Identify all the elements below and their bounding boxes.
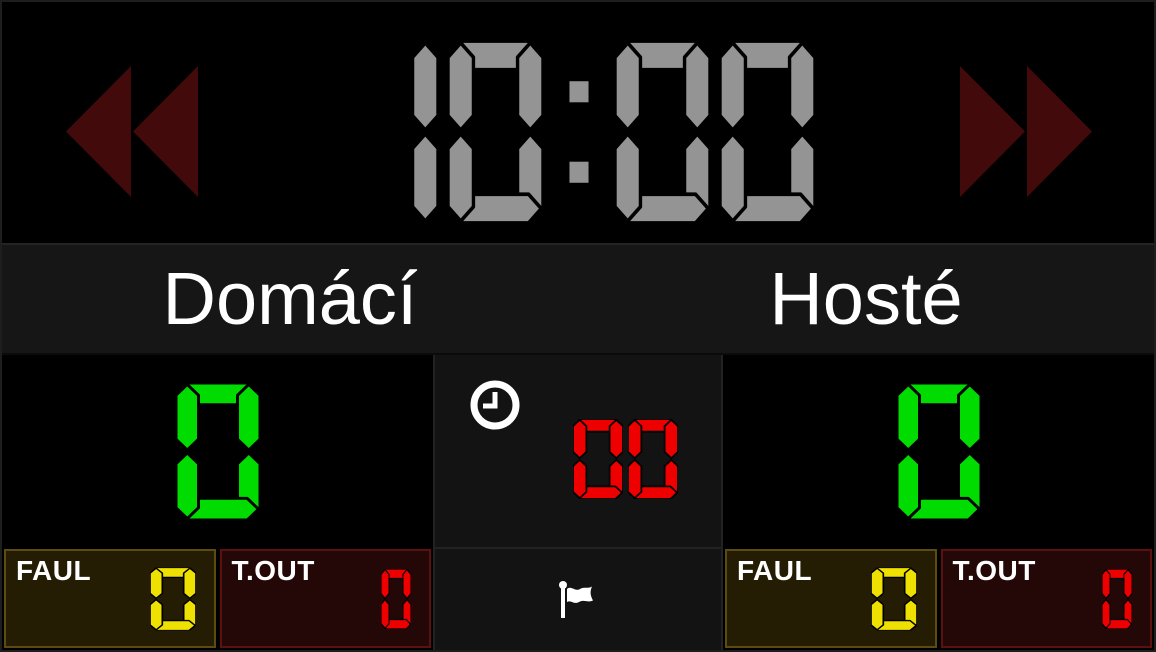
fast-forward-button[interactable] [960,66,1092,197]
home-fouls-digit [149,567,196,630]
away-timeouts-label: T.OUT [952,555,1036,586]
home-timeouts-digit [381,568,411,629]
home-timeouts-label: T.OUT [231,555,315,586]
away-team-area: FAUL T.OUT [723,355,1154,650]
away-fouls-panel[interactable]: FAUL [725,549,937,648]
away-stats-row: FAUL T.OUT [723,547,1154,650]
away-timeouts-panel[interactable]: T.OUT [940,549,1152,648]
home-score-digits [175,382,260,520]
timeout-area[interactable] [435,355,721,547]
home-stats-row: FAUL T.OUT [2,547,433,650]
away-team-name[interactable]: Hosté [769,257,963,340]
home-fouls-label: FAUL [16,555,92,586]
game-clock-display[interactable] [198,40,960,223]
rewind-button[interactable] [66,66,198,197]
home-team-name[interactable]: Domácí [162,257,418,340]
home-team-area: FAUL T.OUT [2,355,433,650]
home-fouls-panel[interactable]: FAUL [4,549,216,648]
away-fouls-digit [870,567,917,630]
center-panel [433,355,723,650]
flag-button[interactable] [435,547,721,650]
main-section: FAUL T.OUT [2,355,1154,650]
timeout-seconds-display [573,419,678,499]
away-score-digits [896,382,981,520]
home-score-display[interactable] [2,355,433,547]
clock-icon [469,379,521,431]
away-score-display[interactable] [723,355,1154,547]
team-names-row: Domácí Hosté [2,243,1154,355]
home-timeouts-panel[interactable]: T.OUT [219,549,431,648]
away-timeouts-digit [1102,568,1132,629]
flag-icon [556,580,600,620]
away-fouls-label: FAUL [737,555,813,586]
fast-forward-icon [960,66,1092,197]
clock-section [2,2,1154,243]
rewind-icon [66,66,198,197]
